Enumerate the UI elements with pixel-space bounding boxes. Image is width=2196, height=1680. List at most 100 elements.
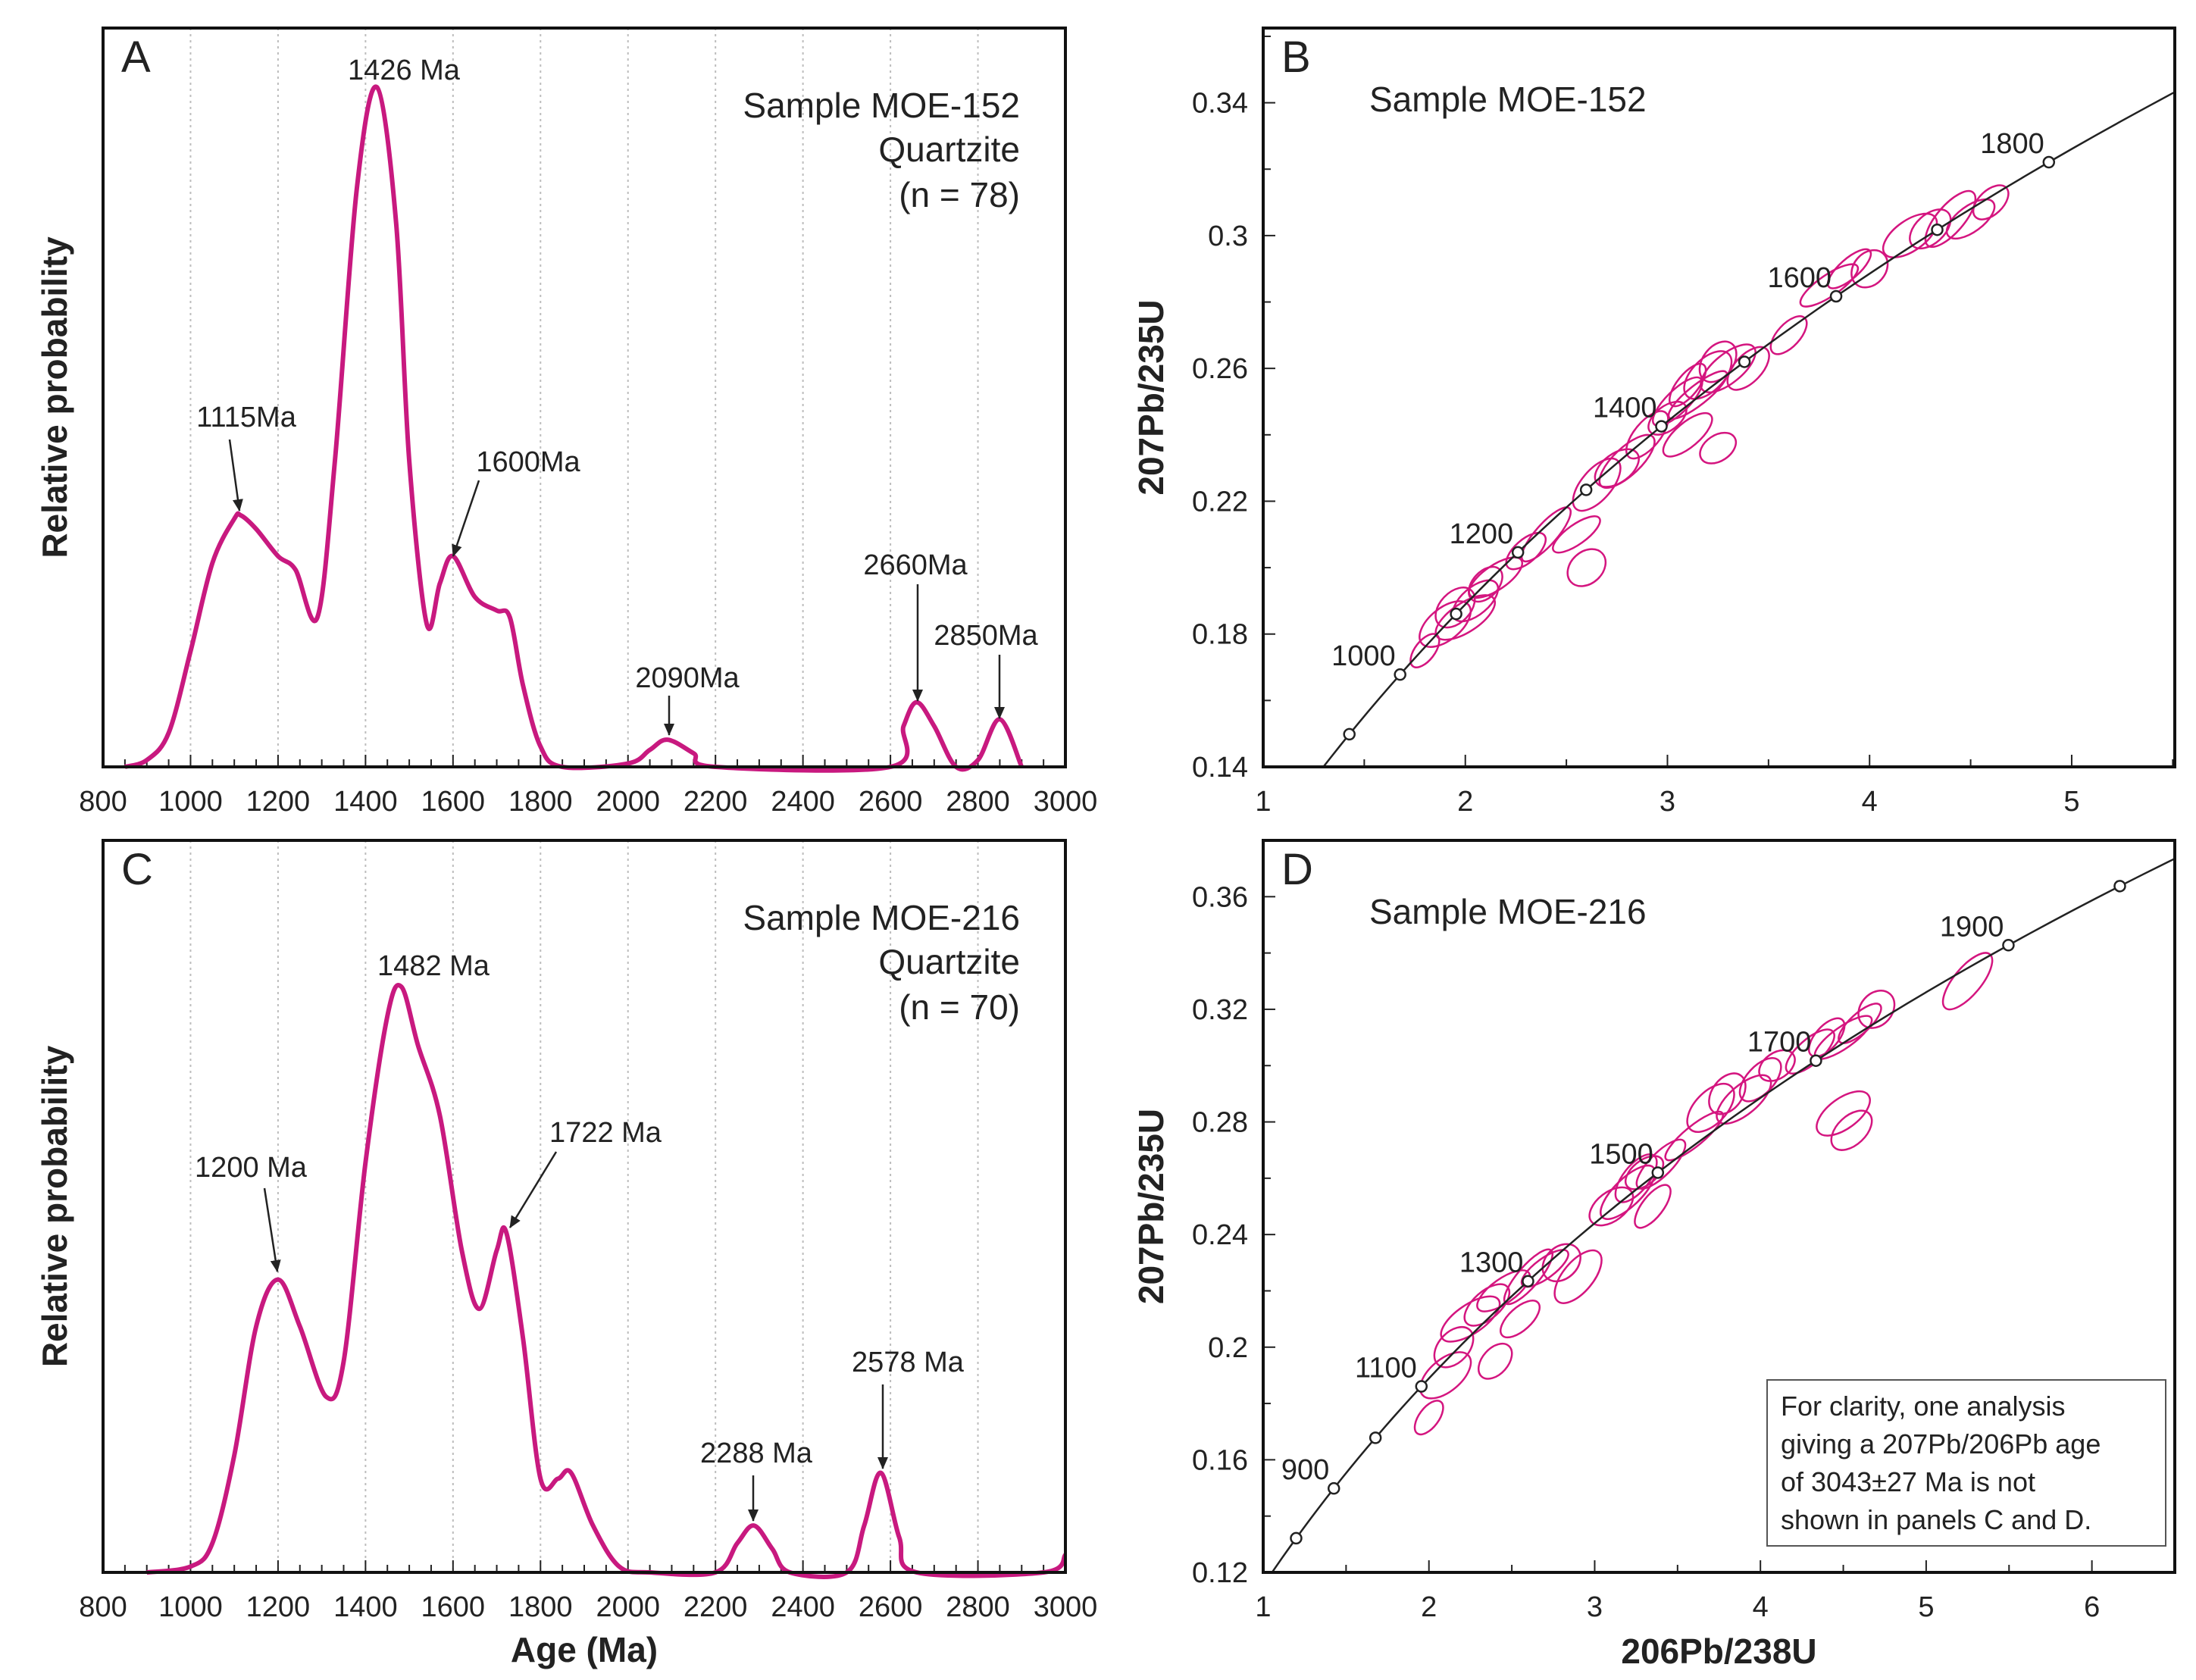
analysis-ellipse [1552,515,1601,554]
x-tick-label: 2000 [596,786,660,818]
analysis-ellipse [1594,448,1640,488]
analysis-ellipse [1413,1400,1444,1436]
x-tick-label: 1200 [246,786,311,818]
analysis-ellipse [1541,1243,1581,1283]
note-line: For clarity, one analysis [1781,1391,2065,1422]
analysis-ellipse [1520,1249,1569,1288]
peak-label: 2288 Ma [700,1438,813,1469]
analysis-ellipse [1700,343,1756,393]
x-tick-label: 2 [1421,1591,1437,1623]
concordia-age-marker [2002,939,2015,952]
concordia-age-label: 1200 [1450,518,1514,550]
concordia-age-label: 1300 [1459,1247,1524,1279]
analysis-ellipse [1433,1325,1475,1369]
y-axis-label: 207Pb/235U [1131,1109,1171,1304]
y-tick-label: 0.14 [1192,752,1248,784]
analysis-ellipse [1625,1155,1665,1190]
concordia-age-marker [1829,289,1843,303]
analysis-ellipse [1598,433,1656,489]
analysis-ellipse [1434,594,1496,641]
concordia-age-marker [1931,223,1944,236]
panel-d: 1 2 3 4 5 6 0.12 0.16 0.2 0.24 0.28 0.32 0.36 900 1100… [1131,839,2176,1671]
y-tick-label: 0.32 [1192,994,1248,1026]
x-tick-label: 3 [1660,786,1675,818]
concordia-age-label: 1500 [1589,1138,1653,1170]
concordia-age-label: 1100 [1355,1353,1417,1384]
panel-letter: B [1281,33,1311,82]
note-box-frame [1766,1379,2166,1547]
concordia-age-marker [2042,155,2056,169]
plot-area [1322,91,2175,767]
sample-name: Sample MOE-216 [743,898,1020,937]
panel-c: 800 1000 1200 1400 1600 1800 2000 2200 2400 2600 2… [35,839,1097,1669]
x-tick-label: 800 [79,786,127,818]
x-tick-label: 1400 [333,786,398,818]
analysis-ellipse [1588,1186,1634,1227]
sample-name: Sample MOE-152 [1369,80,1647,119]
analysis-ellipse [1625,410,1669,460]
analysis-ellipse [1520,506,1572,563]
sample-subtitle: (n = 78) [899,175,1020,214]
concordia-curve [1322,91,2175,767]
x-tick-label: 4 [1862,786,1878,818]
analysis-ellipse [1440,1295,1501,1343]
concordia-age-label: 1600 [1768,262,1832,294]
analysis-ellipse [1708,1072,1747,1115]
peak-label: 1426 Ma [348,55,461,86]
analysis-ellipse [1716,1074,1772,1125]
analysis-ellipse [1807,1017,1846,1058]
plot-frame [102,839,1067,1574]
plot-frame [1262,27,2176,768]
analysis-ellipse [1686,1082,1735,1133]
concordia-age-marker [1415,1380,1428,1393]
peak-label: 1722 Ma [549,1117,662,1149]
x-tick-label: 2400 [771,1591,835,1623]
peak-arrow [228,439,243,512]
sample-name: Sample MOE-216 [1369,892,1647,931]
x-axis-label: Age (Ma) [511,1630,658,1669]
x-tick-label: 2 [1457,786,1473,818]
y-tick-label: 0.22 [1192,486,1248,518]
peak-arrow [452,480,480,557]
x-tick-label: 1000 [158,786,223,818]
peak-label: 2090Ma [635,662,740,694]
note-box: For clarity, one analysis giving a 207Pb/… [1766,1379,2166,1547]
analysis-ellipse [1667,370,1728,420]
y-tick-label: 0.18 [1192,619,1248,651]
x-tick-label: 1600 [421,786,486,818]
x-tick-label: 2200 [684,786,748,818]
concordia-age-label: 1800 [1980,128,2044,160]
analysis-ellipse [1647,400,1688,436]
panel-letter: D [1281,845,1313,894]
concordia-age-marker [1450,607,1462,621]
concordia-age-marker [1810,1054,1822,1067]
analysis-ellipse [1652,376,1703,427]
peak-label: 1200 Ma [195,1152,308,1184]
peak-label: 2578 Ma [852,1347,965,1378]
analysis-ellipse [1945,198,1996,240]
analysis-ellipse [1850,249,1889,289]
x-tick-label: 1600 [421,1591,486,1623]
analysis-ellipse [1941,952,1994,1011]
analysis-ellipse [1419,600,1472,648]
x-tick-label: 1 [1255,1591,1271,1623]
concordia-age-marker [1369,1431,1382,1444]
sample-subtitle: Quartzite [878,130,1020,169]
analysis-ellipse [1500,1300,1541,1339]
peak-label: 1482 Ma [377,950,490,982]
panel-a: 800 1000 1200 1400 1600 1800 2000 2200 2400 2600 2… [35,27,1097,818]
peak-arrow [508,1151,558,1228]
y-tick-label: 0.28 [1192,1107,1248,1139]
x-tick-label: 1400 [333,1591,398,1623]
y-axis-label: Relative probability [35,1045,74,1367]
sample-name: Sample MOE-152 [743,86,1020,125]
analysis-ellipse [1553,1249,1603,1304]
y-tick-label: 0.12 [1192,1557,1248,1589]
concordia-age-marker [2113,880,2126,893]
y-tick-label: 0.3 [1208,221,1248,252]
x-tick-label: 4 [1753,1591,1769,1623]
x-tick-label: 2200 [684,1591,748,1623]
concordia-age-marker [1394,668,1406,681]
analysis-ellipse [1662,411,1713,458]
